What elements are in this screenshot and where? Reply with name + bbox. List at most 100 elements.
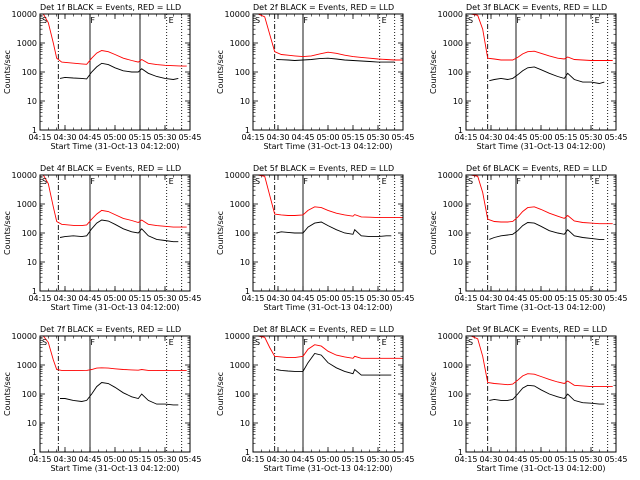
y-axis-label: Counts/sec (216, 372, 225, 416)
y-tick-label: 100 (235, 68, 250, 77)
y-tick-label: 1 (458, 448, 463, 457)
interval-marker: S (42, 177, 47, 186)
series-line (276, 57, 395, 63)
y-tick-label: 10000 (225, 10, 250, 19)
interval-marker: E (382, 338, 387, 347)
interval-marker: E (382, 177, 387, 186)
chart-panel: Det 3f BLACK = Events, RED = LLD Counts/s… (429, 3, 628, 151)
x-tick-label: 04:45 (78, 455, 101, 464)
x-tick-label: 05:15 (341, 455, 364, 464)
x-tick-label: 04:15 (241, 455, 264, 464)
x-tick-label: 05:45 (604, 455, 627, 464)
x-tick-label: 04:15 (28, 133, 51, 142)
x-axis-label: Start Time (31-Oct-13 04:12:00) (476, 464, 605, 473)
series-line (466, 14, 613, 61)
interval-marker: S (42, 338, 47, 347)
series-line (253, 14, 403, 61)
x-tick-label: 04:15 (28, 294, 51, 303)
x-axis-label: Start Time (31-Oct-13 04:12:00) (476, 142, 605, 151)
series-line (40, 14, 187, 67)
x-tick-label: 04:45 (504, 455, 527, 464)
y-tick-label: 10 (240, 419, 250, 428)
y-tick-label: 10000 (438, 10, 463, 19)
y-tick-label: 1000 (443, 39, 463, 48)
x-tick-label: 04:15 (454, 133, 477, 142)
y-tick-label: 1000 (230, 39, 250, 48)
series-group (40, 175, 187, 243)
y-tick-label: 1000 (17, 39, 37, 48)
x-tick-label: 05:15 (554, 294, 577, 303)
x-tick-label: 04:45 (78, 294, 101, 303)
y-tick-label: 1 (458, 126, 463, 135)
series-line (40, 336, 187, 372)
interval-marker: S (255, 16, 260, 25)
chart-title: Det 3f BLACK = Events, RED = LLD (466, 3, 607, 12)
x-tick-label: 05:15 (128, 455, 151, 464)
x-tick-label: 05:00 (316, 133, 339, 142)
y-tick-label: 100 (448, 68, 463, 77)
x-tick-label: 05:45 (391, 294, 414, 303)
y-tick-label: 1000 (230, 361, 250, 370)
series-line (253, 175, 403, 219)
x-tick-label: 05:00 (316, 455, 339, 464)
y-tick-label: 10 (240, 97, 250, 106)
x-axis-label: Start Time (31-Oct-13 04:12:00) (50, 142, 179, 151)
chart-title: Det 6f BLACK = Events, RED = LLD (466, 164, 607, 173)
x-tick-label: 05:45 (178, 133, 201, 142)
chart-title: Det 9f BLACK = Events, RED = LLD (466, 325, 607, 334)
y-tick-label: 1 (245, 287, 250, 296)
y-tick-label: 10000 (12, 10, 37, 19)
y-axis-label: Counts/sec (3, 50, 12, 94)
y-axis-label: Counts/sec (429, 50, 438, 94)
series-group (40, 336, 187, 406)
y-tick-label: 100 (235, 229, 250, 238)
y-tick-label: 10000 (12, 171, 37, 180)
chart-panel: Det 2f BLACK = Events, RED = LLD Counts/s… (216, 3, 415, 151)
series-line (59, 219, 179, 243)
series-group (466, 336, 613, 405)
series-line (276, 352, 392, 376)
y-tick-label: 1000 (17, 200, 37, 209)
series-line (276, 221, 392, 238)
x-tick-label: 04:30 (479, 455, 502, 464)
plot-frame (252, 335, 404, 453)
plot-frame (39, 335, 191, 453)
x-tick-label: 05:30 (579, 294, 602, 303)
x-tick-label: 05:00 (103, 455, 126, 464)
series-line (466, 175, 613, 225)
y-tick-label: 10 (27, 419, 37, 428)
series-line (489, 384, 605, 405)
x-tick-label: 05:15 (554, 133, 577, 142)
y-axis-label: Counts/sec (216, 50, 225, 94)
x-tick-label: 05:30 (366, 455, 389, 464)
chart-panel: Det 7f BLACK = Events, RED = LLD Counts/s… (3, 325, 202, 473)
x-tick-label: 05:15 (554, 455, 577, 464)
series-group (253, 14, 403, 63)
y-tick-label: 1 (245, 126, 250, 135)
x-tick-label: 04:45 (291, 455, 314, 464)
interval-marker: F (303, 16, 308, 25)
x-tick-label: 04:30 (479, 294, 502, 303)
interval-marker: F (303, 338, 308, 347)
x-axis-label: Start Time (31-Oct-13 04:12:00) (476, 303, 605, 312)
y-tick-label: 10000 (438, 171, 463, 180)
chart-title: Det 2f BLACK = Events, RED = LLD (253, 3, 394, 12)
x-tick-label: 05:45 (604, 133, 627, 142)
y-tick-label: 10000 (225, 332, 250, 341)
x-tick-label: 05:15 (341, 133, 364, 142)
interval-marker: F (516, 338, 521, 347)
series-line (59, 62, 179, 80)
y-tick-label: 100 (448, 229, 463, 238)
chart-title: Det 5f BLACK = Events, RED = LLD (253, 164, 394, 173)
y-tick-label: 10 (453, 258, 463, 267)
interval-marker: E (595, 177, 600, 186)
y-tick-label: 1 (32, 448, 37, 457)
y-axis-label: Counts/sec (429, 372, 438, 416)
y-tick-label: 1 (32, 126, 37, 135)
x-tick-label: 04:30 (53, 294, 76, 303)
x-tick-label: 04:15 (28, 455, 51, 464)
interval-marker: F (90, 177, 95, 186)
y-tick-label: 1000 (230, 200, 250, 209)
plot-frame (39, 174, 191, 292)
chart-panel: Det 1f BLACK = Events, RED = LLD Counts/s… (3, 3, 202, 151)
